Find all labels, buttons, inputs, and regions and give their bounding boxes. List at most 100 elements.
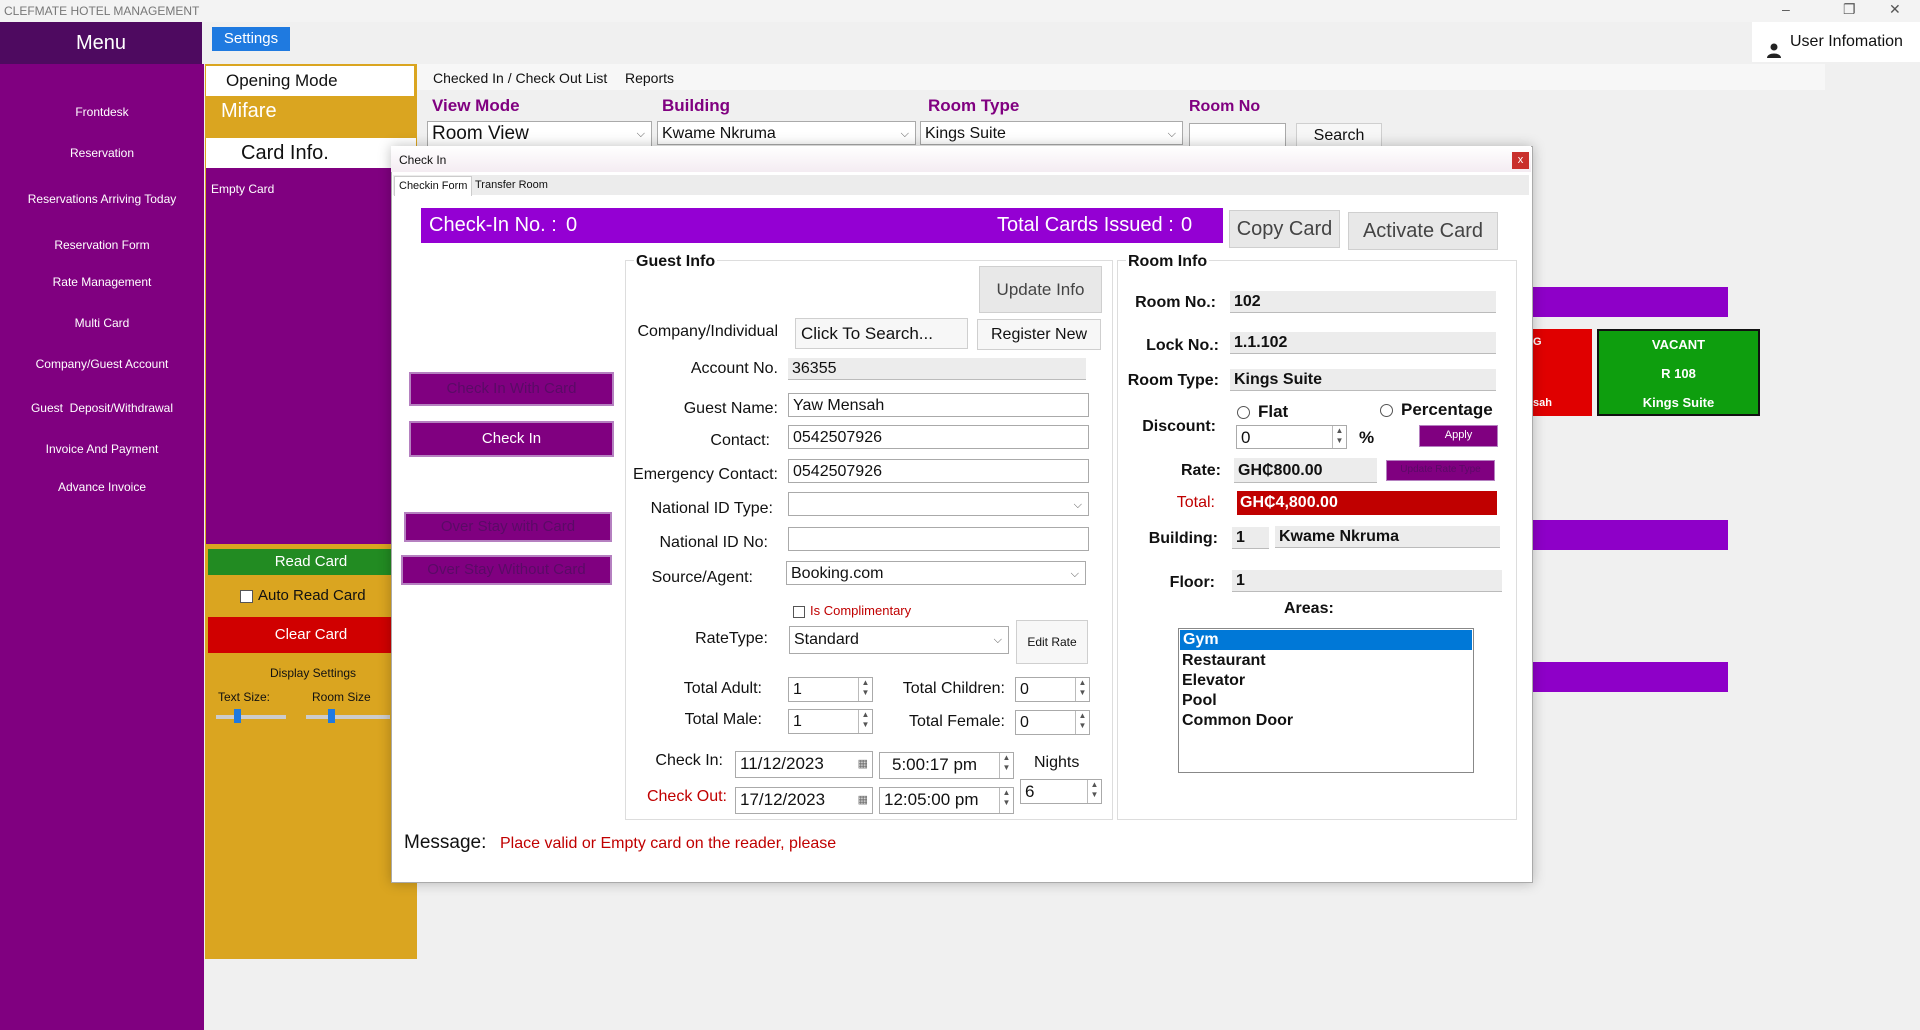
over-stay-with-card-button[interactable]: Over Stay with Card [404, 512, 612, 542]
total-adult-stepper[interactable]: 1 ▲ ▼ [788, 677, 873, 702]
list-item[interactable]: Restaurant [1182, 652, 1266, 669]
ratetype-label: RateType: [695, 630, 768, 647]
list-item[interactable]: Elevator [1182, 672, 1246, 689]
nav-reservation[interactable]: Reservation [69, 146, 135, 160]
list-item[interactable]: Common Door [1182, 712, 1294, 729]
nav-frontdesk[interactable]: Frontdesk [75, 105, 129, 119]
room-no-input[interactable] [1189, 123, 1286, 147]
user-info-button[interactable]: User Infomation [1752, 22, 1920, 62]
tab-checked-in-list[interactable]: Checked In / Check Out List [433, 70, 608, 86]
nav-advance-invoice[interactable]: Advance Invoice [57, 480, 147, 494]
settings-button[interactable]: Settings [212, 27, 290, 51]
auto-read-card[interactable]: Auto Read Card [240, 587, 366, 604]
activate-card-button[interactable]: Activate Card [1348, 212, 1498, 250]
radio-icon[interactable] [1237, 406, 1250, 420]
click-to-search-button[interactable]: Click To Search... [795, 318, 968, 349]
room-row-header [1533, 662, 1728, 692]
text-size-slider[interactable] [216, 715, 286, 719]
areas-listbox[interactable]: Gym Restaurant Elevator Pool Common Door [1178, 628, 1474, 773]
list-item[interactable]: Pool [1182, 692, 1217, 709]
percentage-radio[interactable]: Percentage [1380, 400, 1493, 420]
spinner-arrows-icon[interactable]: ▲ ▼ [858, 678, 872, 701]
spinner-arrows-icon[interactable]: ▲ ▼ [1087, 780, 1101, 803]
national-id-no-field[interactable] [788, 527, 1089, 551]
emergency-contact-label: Emergency Contact: [633, 466, 778, 483]
check-in-button[interactable]: Check In [409, 421, 614, 457]
update-rate-type-button[interactable]: Update Rate Type [1386, 460, 1495, 481]
emergency-contact-field[interactable]: 0542507926 [788, 459, 1089, 483]
spinner-arrows-icon[interactable]: ▲ ▼ [1075, 711, 1089, 734]
nav-reservation-form[interactable]: Reservation Form [54, 238, 150, 252]
nav-company-guest-account[interactable]: Company/Guest Account [35, 357, 169, 371]
nav-invoice-and-payment[interactable]: Invoice And Payment [45, 442, 159, 456]
register-new-button[interactable]: Register New [977, 319, 1101, 350]
edit-rate-button[interactable]: Edit Rate [1016, 620, 1088, 664]
auto-read-checkbox[interactable] [240, 589, 253, 603]
spinner-arrows-icon[interactable]: ▲ ▼ [1332, 426, 1346, 448]
list-item[interactable]: Gym [1180, 630, 1472, 650]
guest-name-field[interactable]: Yaw Mensah [788, 393, 1089, 417]
guest-info-group [625, 260, 1113, 820]
view-mode-select[interactable]: Room View ⌵ [427, 121, 652, 147]
check-in-label: Check In: [655, 752, 723, 769]
text-size-thumb[interactable] [234, 709, 241, 723]
apply-button[interactable]: Apply [1419, 425, 1498, 447]
spinner-arrows-icon[interactable]: ▲ ▼ [999, 753, 1013, 778]
complimentary-checkbox[interactable]: Is Complimentary [793, 603, 911, 618]
complimentary-check-box[interactable] [793, 605, 805, 618]
spinner-arrows-icon[interactable]: ▲ ▼ [1075, 678, 1089, 701]
clear-card-button[interactable]: Clear Card [208, 617, 414, 653]
lock-no-label: Lock No.: [1146, 337, 1219, 354]
building-no-field: 1 [1232, 527, 1269, 549]
room-type-label: Room Type [928, 96, 1020, 115]
room-card-occupied[interactable]: G sah [1530, 329, 1592, 416]
check-out-time-picker[interactable]: 12:05:00 pm ▲ ▼ [879, 787, 1014, 814]
restore-icon[interactable]: ❐ [1843, 1, 1856, 17]
total-male-stepper[interactable]: 1 ▲ ▼ [788, 709, 873, 734]
spinner-arrows-icon[interactable]: ▲ ▼ [858, 710, 872, 733]
dialog-close-button[interactable]: x [1512, 152, 1529, 169]
check-in-with-card-button[interactable]: Check In With Card [409, 372, 614, 406]
room-size-slider[interactable] [306, 715, 390, 719]
nav-multi-card[interactable]: Multi Card [74, 316, 130, 330]
read-card-button[interactable]: Read Card [208, 549, 414, 575]
building-select[interactable]: Kwame Nkruma ⌵ [657, 121, 916, 145]
nights-stepper[interactable]: 6 ▲ ▼ [1020, 779, 1102, 804]
room-card-vacant[interactable]: VACANT R 108 Kings Suite [1597, 329, 1760, 416]
tab-checkin-form[interactable]: Checkin Form [394, 176, 473, 196]
mifare-label: Mifare [221, 100, 277, 122]
source-agent-select[interactable]: Booking.com ⌵ [786, 561, 1086, 585]
minimize-icon[interactable]: – [1782, 1, 1790, 17]
copy-card-button[interactable]: Copy Card [1229, 210, 1340, 248]
room-type-select[interactable]: Kings Suite ⌵ [920, 121, 1183, 145]
check-in-date-picker[interactable]: 11/12/2023 ▦ [735, 751, 873, 778]
calendar-icon[interactable]: ▦ [857, 794, 868, 806]
radio-icon[interactable] [1380, 404, 1393, 418]
national-id-type-select[interactable]: ⌵ [788, 492, 1089, 516]
guest-name-label: Guest Name: [683, 400, 778, 417]
tab-reports[interactable]: Reports [625, 70, 675, 86]
update-info-button[interactable]: Update Info [979, 266, 1102, 313]
spinner-arrows-icon[interactable]: ▲ ▼ [999, 788, 1013, 813]
flat-radio[interactable]: Flat [1237, 402, 1288, 422]
tab-transfer-room[interactable]: Transfer Room [475, 179, 548, 191]
close-window-icon[interactable]: ✕ [1889, 1, 1901, 17]
checkin-no-label: Check-In No. : [429, 214, 557, 236]
nav-guest-deposit-withdrawal[interactable]: Guest Deposit/Withdrawal [30, 401, 174, 415]
contact-field[interactable]: 0542507926 [788, 425, 1089, 449]
discount-stepper[interactable]: 0 ▲ ▼ [1236, 425, 1347, 449]
nav-rate-management[interactable]: Rate Management [52, 275, 152, 289]
nav-reservations-arriving-today[interactable]: Reservations Arriving Today [27, 192, 177, 206]
check-out-date-picker[interactable]: 17/12/2023 ▦ [735, 787, 873, 814]
over-stay-without-card-button[interactable]: Over Stay Without Card [401, 555, 612, 585]
check-in-time-picker[interactable]: 5:00:17 pm ▲ ▼ [879, 752, 1014, 779]
national-id-type-label: National ID Type: [650, 500, 773, 517]
total-children-stepper[interactable]: 0 ▲ ▼ [1015, 677, 1090, 702]
room-no-field: 102 [1230, 291, 1496, 313]
room-size-thumb[interactable] [328, 709, 335, 723]
total-female-stepper[interactable]: 0 ▲ ▼ [1015, 710, 1090, 735]
nights-label: Nights [1034, 754, 1080, 771]
calendar-icon[interactable]: ▦ [857, 758, 868, 770]
company-label: Company/Individual [637, 323, 778, 340]
ratetype-select[interactable]: Standard ⌵ [789, 626, 1009, 654]
